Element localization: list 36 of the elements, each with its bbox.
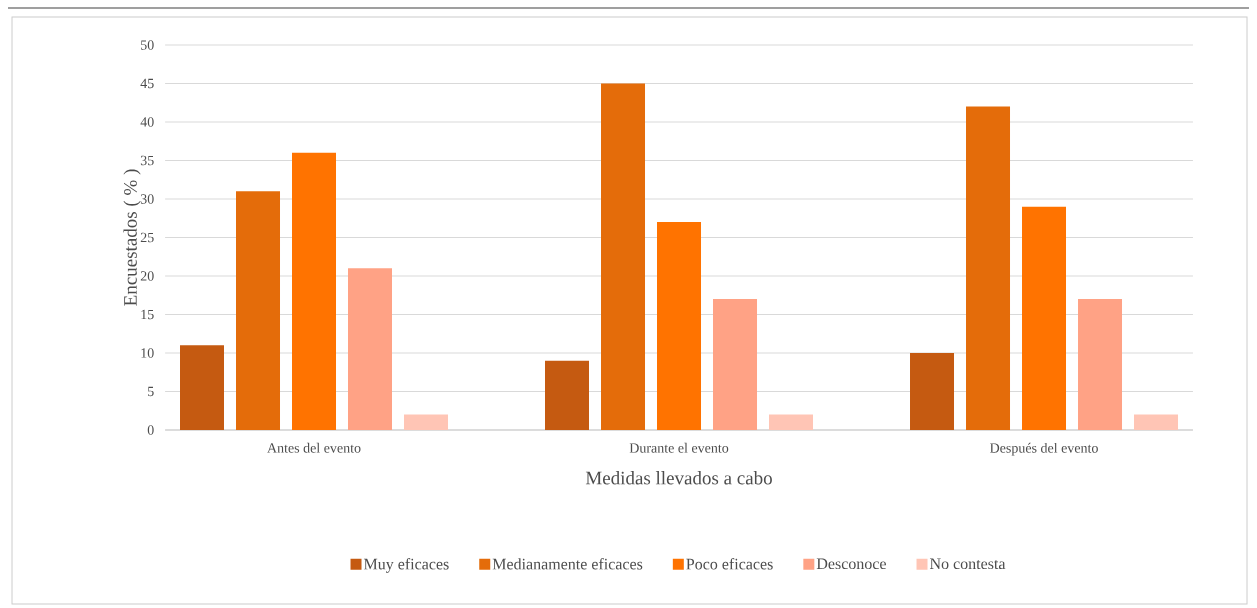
legend-label: No contesta [929, 558, 1006, 570]
y-tick-label: 25 [140, 232, 154, 243]
x-tick-label: Durante el evento [629, 442, 729, 453]
y-tick-label: 5 [148, 386, 154, 397]
y-tick-label: 0 [147, 425, 154, 435]
bar [657, 222, 702, 430]
y-tick-label: 40 [140, 117, 154, 127]
bar [236, 191, 281, 430]
x-tick-label: Antes del evento [267, 442, 361, 453]
bar [545, 360, 590, 430]
y-axis-title: Encuestados ( % ) [123, 169, 141, 306]
y-tick-label: 15 [141, 309, 154, 320]
y-tick-label: 35 [140, 155, 154, 166]
bar [1078, 299, 1123, 430]
y-tick-label: 45 [140, 78, 154, 89]
bar [404, 414, 449, 430]
bar [601, 83, 646, 430]
bar [713, 299, 758, 430]
bar [1134, 414, 1179, 430]
bar [292, 152, 337, 430]
y-tick-label: 30 [140, 194, 154, 204]
bar [966, 106, 1011, 430]
x-tick-label: Después del evento [989, 442, 1098, 456]
bar [769, 414, 814, 430]
x-axis-title: Medidas llevados a cabo [585, 471, 772, 485]
y-tick-label: 10 [141, 348, 154, 358]
y-tick-label: 20 [140, 271, 154, 281]
legend-label: Medianamente eficaces [492, 558, 643, 570]
y-tick-label: 50 [141, 40, 154, 50]
bar [348, 268, 393, 430]
bar [1022, 206, 1067, 430]
legend-label: Muy eficaces [363, 558, 449, 573]
bar [910, 353, 955, 430]
legend-label: Desconoce [816, 558, 886, 570]
bar [180, 345, 224, 430]
legend-label: Poco eficaces [686, 558, 773, 570]
